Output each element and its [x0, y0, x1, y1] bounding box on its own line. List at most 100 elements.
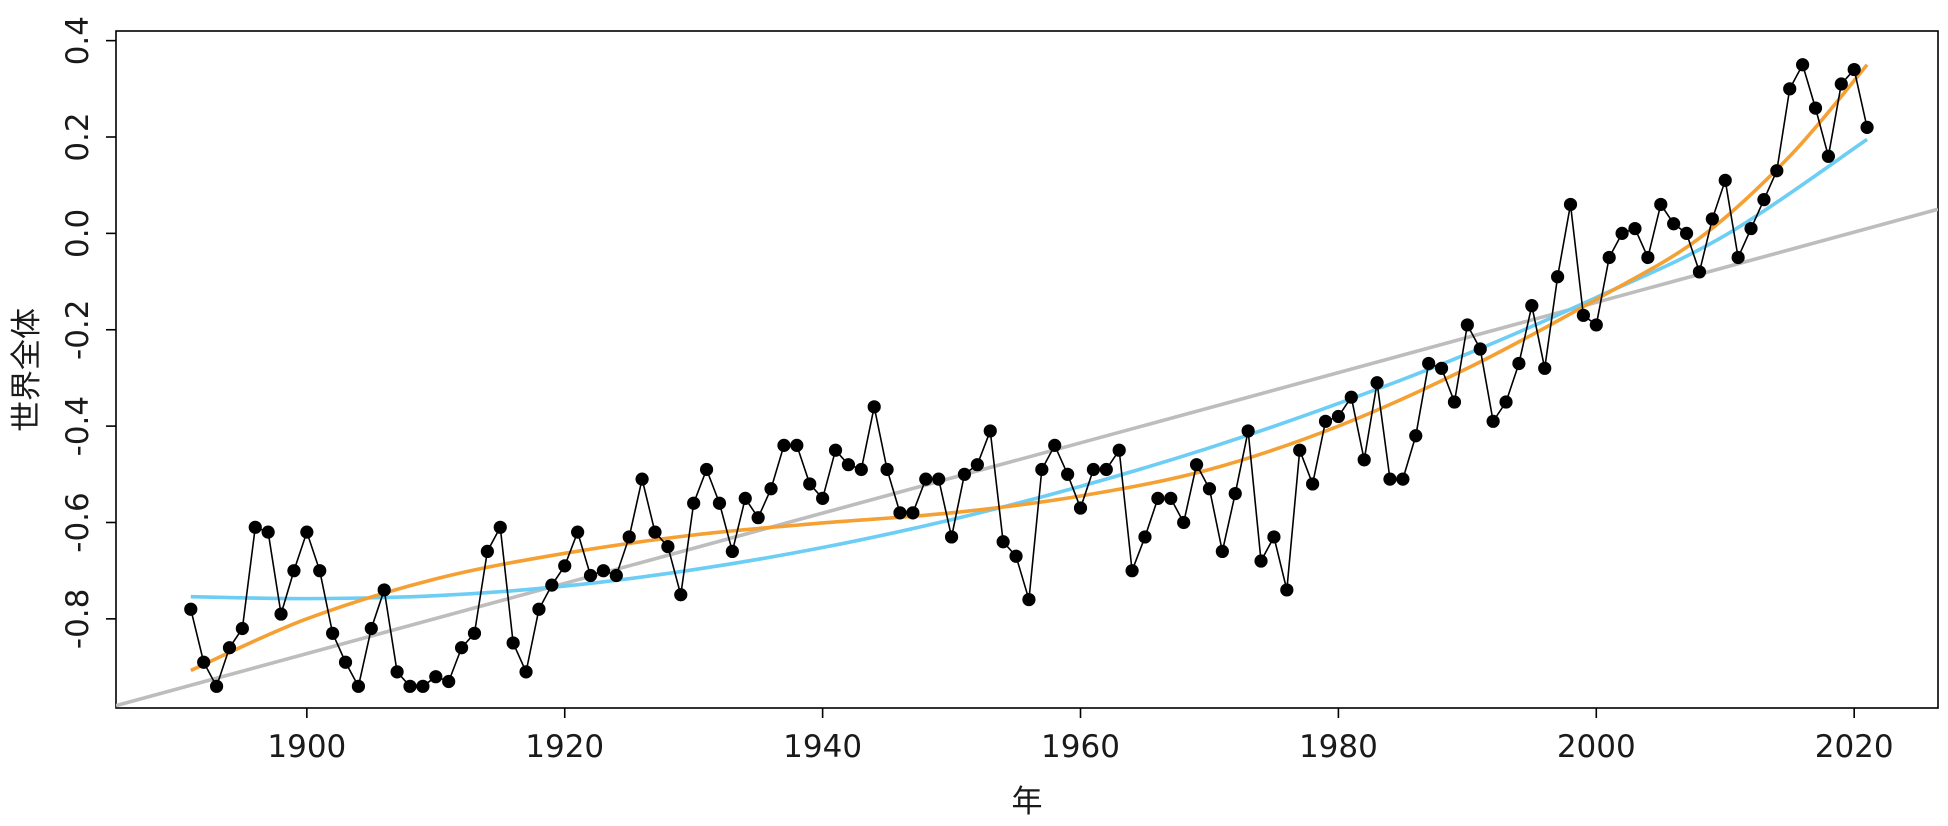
data-point — [957, 467, 972, 481]
data-point — [687, 496, 701, 510]
data-point — [1654, 197, 1668, 212]
data-point — [493, 520, 507, 534]
data-point — [300, 525, 314, 539]
data-point — [480, 544, 494, 558]
data-point — [1422, 356, 1436, 371]
data-point — [1048, 438, 1062, 452]
x-tick-label: 2000 — [1557, 729, 1636, 765]
data-point — [906, 506, 920, 520]
data-point — [1254, 554, 1268, 568]
data-point — [1796, 58, 1810, 72]
x-tick-label: 2020 — [1815, 729, 1894, 765]
data-point — [1099, 462, 1113, 477]
data-point — [1215, 544, 1229, 558]
x-tick-label: 1900 — [267, 729, 346, 765]
y-tick-label: -0.2 — [60, 299, 96, 360]
data-point — [1177, 515, 1191, 530]
data-point — [1512, 356, 1526, 371]
data-point — [1860, 120, 1874, 134]
data-point — [1667, 217, 1681, 231]
data-point — [893, 506, 907, 520]
data-point — [1293, 443, 1307, 457]
data-point — [1280, 583, 1294, 597]
linear-trend-line — [116, 207, 1938, 708]
data-point — [377, 583, 391, 597]
data-point — [1138, 530, 1152, 544]
y-tick-label: 0.0 — [60, 209, 96, 258]
data-point — [738, 491, 752, 505]
x-tick-label: 1940 — [783, 729, 862, 765]
x-axis-title: 年 — [1012, 784, 1043, 820]
data-point — [1189, 458, 1204, 472]
data-point — [919, 472, 933, 486]
data-point — [248, 520, 262, 534]
data-point — [467, 626, 482, 640]
data-point — [1306, 477, 1320, 491]
smooth-trend-line — [190, 63, 1869, 673]
data-point — [506, 636, 520, 650]
data-point — [674, 588, 688, 602]
data-point — [1061, 467, 1075, 481]
data-point — [1692, 265, 1707, 279]
data-point — [1409, 429, 1423, 443]
data-point — [970, 458, 984, 472]
data-point — [1563, 197, 1578, 212]
y-axis: -0.8 -0.6 -0.4 -0.2 0.0 0.2 0.4 — [60, 16, 116, 649]
data-point — [274, 607, 288, 621]
data-point — [944, 530, 959, 544]
data-point — [712, 496, 727, 510]
data-point — [1035, 462, 1049, 477]
data-point — [338, 655, 353, 669]
data-point — [1847, 62, 1861, 77]
data-point — [197, 655, 211, 669]
data-point — [403, 679, 417, 693]
data-point — [545, 578, 559, 592]
data-point — [429, 670, 443, 684]
data-point — [841, 458, 856, 472]
data-point — [790, 438, 804, 452]
data-point — [1551, 270, 1565, 284]
data-point — [364, 621, 378, 636]
x-tick-label: 1960 — [1041, 729, 1120, 765]
data-point — [416, 679, 430, 693]
data-point — [1770, 164, 1784, 178]
data-point — [1602, 250, 1616, 265]
data-point — [519, 665, 533, 679]
data-point — [1525, 299, 1539, 313]
data-point — [1228, 486, 1242, 501]
data-point — [1447, 395, 1462, 409]
data-point — [828, 443, 843, 457]
data-point — [1434, 361, 1449, 375]
data-point — [699, 462, 714, 477]
data-point — [1808, 101, 1823, 115]
quadratic-trend-line — [190, 137, 1869, 601]
data-point — [1718, 173, 1732, 187]
data-point — [1460, 318, 1474, 332]
data-point — [209, 679, 224, 693]
data-point — [1164, 491, 1178, 505]
data-point — [996, 535, 1010, 549]
data-point — [1473, 342, 1487, 356]
data-point — [596, 564, 611, 578]
data-point — [932, 472, 946, 486]
y-tick-label: 0.2 — [60, 112, 96, 161]
data-point — [867, 400, 881, 414]
x-tick-label: 1980 — [1299, 729, 1378, 765]
y-tick-label: -0.8 — [60, 589, 96, 650]
data-point — [1628, 221, 1642, 236]
plot-frame — [115, 30, 1939, 709]
data-point — [1086, 462, 1101, 477]
data-point — [1241, 424, 1255, 438]
data-point — [1357, 453, 1371, 467]
data-point — [635, 472, 649, 486]
data-point — [1396, 472, 1410, 486]
data-point — [1499, 395, 1513, 409]
data-point — [1370, 376, 1384, 390]
data-point — [1821, 149, 1835, 163]
y-tick-label: 0.4 — [60, 16, 96, 65]
data-point — [326, 626, 340, 640]
data-point — [571, 525, 585, 539]
data-point — [1641, 250, 1655, 265]
data-point — [390, 665, 404, 679]
